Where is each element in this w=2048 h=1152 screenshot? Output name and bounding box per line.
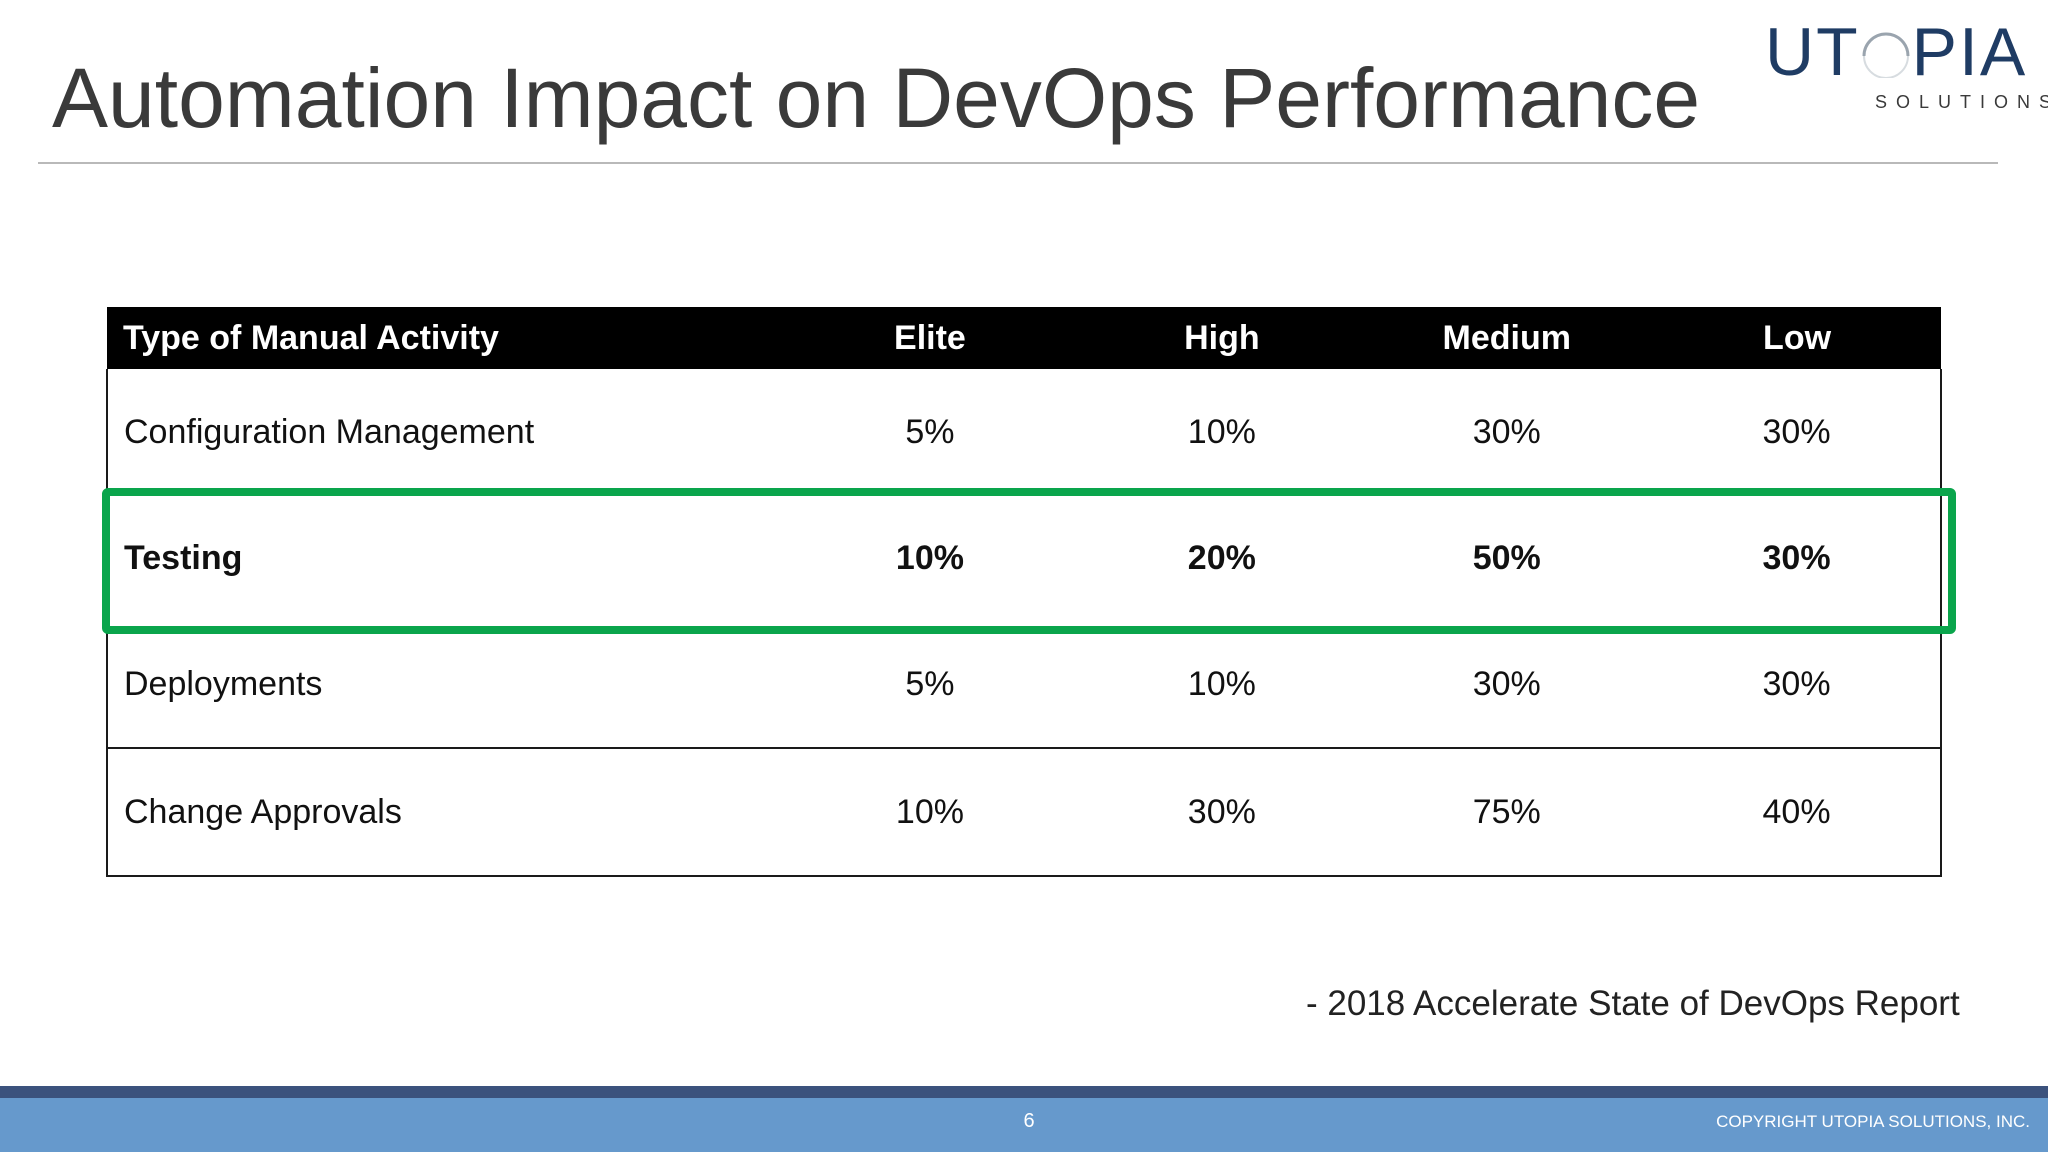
cell-low: 40% bbox=[1653, 748, 1942, 877]
footer-accent-bar bbox=[0, 1086, 2048, 1098]
cell-elite: 10% bbox=[895, 538, 964, 577]
header-low: Low bbox=[1653, 307, 1941, 369]
cell-medium: 75% bbox=[1360, 748, 1654, 877]
table-row: Deployments 5% 10% 30% 30% bbox=[106, 621, 1942, 749]
logo-word-right: PIA bbox=[1911, 14, 2028, 90]
logo-o-icon bbox=[1862, 32, 1910, 78]
table-row: Configuration Management 5% 10% 30% 30% bbox=[106, 369, 1942, 495]
table-header-row: Type of Manual Activity Elite High Mediu… bbox=[107, 307, 1941, 369]
cell-activity: Configuration Management bbox=[106, 369, 777, 495]
header-medium: Medium bbox=[1360, 307, 1654, 369]
title-divider bbox=[38, 162, 1998, 164]
copyright-notice: COPYRIGHT UTOPIA SOLUTIONS, INC. bbox=[1716, 1112, 2030, 1131]
cell-low: 30% bbox=[1653, 369, 1942, 495]
cell-high: 10% bbox=[1083, 621, 1361, 749]
slide-title: Automation Impact on DevOps Performance bbox=[52, 51, 1701, 145]
cell-high: 20% bbox=[1187, 538, 1256, 577]
table-row-highlighted: Testing 10% 20% 50% 30% bbox=[106, 495, 1942, 621]
header-elite: Elite bbox=[776, 307, 1084, 369]
cell-medium: 30% bbox=[1360, 621, 1654, 749]
logo-word-left: UT bbox=[1765, 14, 1860, 90]
logo-subtitle: SOLUTIONS bbox=[1875, 92, 2048, 112]
table-row: Change Approvals 10% 30% 75% 40% bbox=[106, 748, 1942, 877]
cell-medium: 30% bbox=[1472, 412, 1541, 451]
cell-activity: Change Approvals bbox=[106, 748, 777, 877]
header-high: High bbox=[1083, 307, 1361, 369]
cell-high: 30% bbox=[1083, 748, 1361, 877]
footer-bar bbox=[0, 1098, 2048, 1152]
cell-medium: 50% bbox=[1472, 538, 1541, 577]
cell-activity: Deployments bbox=[106, 621, 777, 749]
devops-activity-table: Type of Manual Activity Elite High Mediu… bbox=[106, 307, 1942, 877]
cell-low: 30% bbox=[1653, 621, 1942, 749]
source-citation: - 2018 Accelerate State of DevOps Report bbox=[1306, 984, 1960, 1023]
cell-low: 30% bbox=[1653, 495, 1942, 621]
cell-elite: 5% bbox=[905, 412, 955, 451]
cell-elite: 5% bbox=[776, 621, 1084, 749]
cell-high: 10% bbox=[1187, 412, 1256, 451]
utopia-logo: UT PIA SOLUTIONS bbox=[1765, 18, 2048, 118]
header-activity: Type of Manual Activity bbox=[107, 307, 777, 369]
cell-elite: 10% bbox=[776, 748, 1084, 877]
cell-activity: Testing bbox=[106, 495, 777, 621]
logo-wordmark: UT PIA bbox=[1765, 18, 2027, 86]
page-number: 6 bbox=[1023, 1110, 1035, 1132]
